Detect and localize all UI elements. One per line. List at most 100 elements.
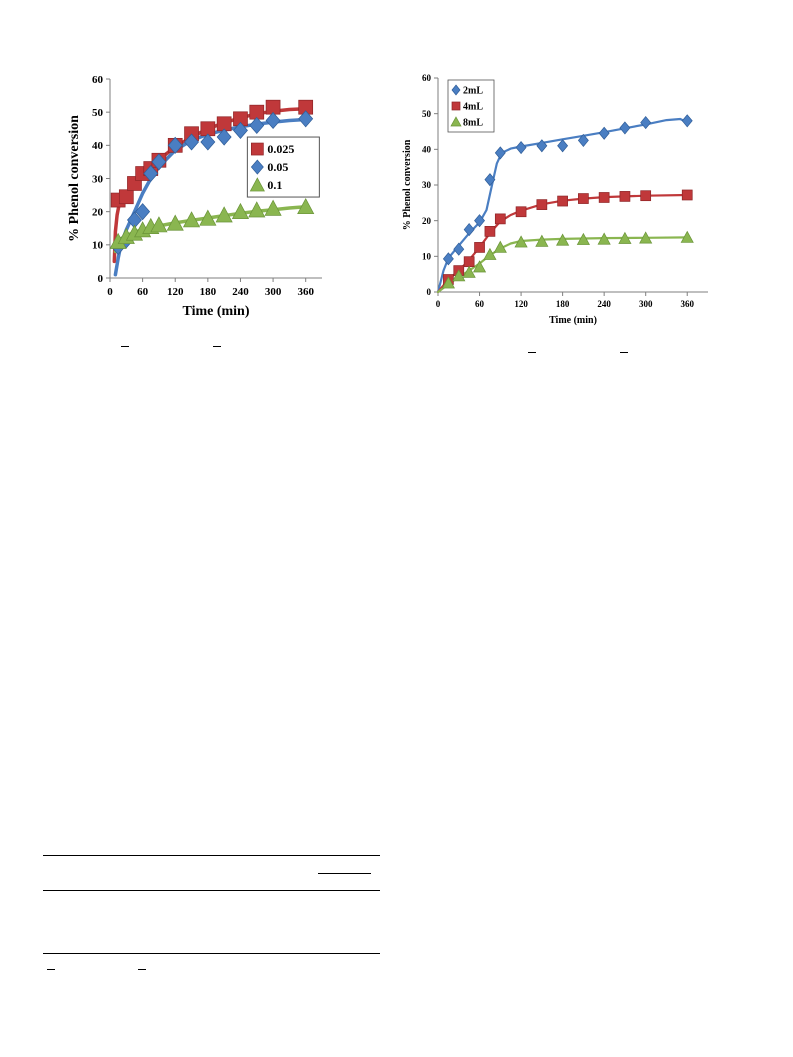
data-point-triangle	[182, 211, 201, 228]
data-point-triangle	[514, 235, 528, 248]
data-point-triangle	[556, 233, 570, 246]
data-point-triangle	[450, 116, 462, 127]
data-point-triangle	[680, 230, 694, 243]
x-tick-label: 120	[514, 299, 528, 309]
data-point-square	[118, 189, 134, 205]
data-point-square	[619, 191, 631, 202]
data-point-diamond	[474, 214, 485, 228]
y-tick-label: 30	[422, 180, 432, 190]
x-tick-label: 300	[265, 286, 282, 298]
data-point-square	[536, 199, 548, 210]
caption-mark	[213, 346, 221, 347]
y-tick-label: 30	[92, 173, 104, 185]
data-point-triangle	[462, 265, 476, 278]
table-header-rule	[43, 890, 380, 891]
caption-mark	[121, 346, 129, 347]
data-point-diamond	[184, 133, 200, 151]
data-point-triangle	[166, 214, 184, 231]
x-tick-label: 60	[475, 299, 485, 309]
data-point-diamond	[249, 116, 265, 134]
y-tick-label: 60	[422, 73, 432, 83]
data-point-triangle	[597, 232, 611, 245]
data-point-triangle	[297, 197, 315, 215]
data-point-triangle	[231, 202, 250, 220]
data-point-diamond	[598, 126, 610, 140]
data-point-diamond	[298, 110, 314, 128]
data-point-triangle	[452, 269, 466, 282]
y-tick-label: 0	[427, 287, 432, 297]
data-point-diamond	[200, 133, 216, 151]
x-tick-label: 240	[232, 286, 249, 298]
x-tick-label: 0	[436, 299, 441, 309]
data-point-diamond	[442, 252, 454, 266]
data-point-diamond	[536, 139, 548, 153]
data-point-triangle	[535, 234, 549, 247]
table-bottom-rule	[43, 953, 380, 954]
data-point-diamond	[216, 128, 232, 146]
data-point-triangle	[441, 276, 455, 289]
x-tick-label: 60	[137, 286, 149, 298]
x-tick-label: 360	[297, 286, 314, 298]
legend-label: 2mL	[463, 86, 483, 97]
data-point-diamond	[151, 153, 167, 171]
legend-label: 4mL	[463, 102, 483, 113]
data-point-diamond	[681, 114, 693, 128]
data-point-triangle	[249, 177, 265, 192]
data-point-diamond	[557, 139, 569, 153]
data-point-square	[463, 256, 475, 268]
x-tick-label: 0	[107, 286, 113, 298]
x-tick-label: 240	[597, 299, 611, 309]
y-tick-label: 10	[92, 240, 104, 252]
data-point-triangle	[215, 206, 233, 223]
data-point-diamond	[453, 242, 465, 256]
data-point-triangle	[472, 260, 487, 273]
data-point-diamond	[143, 164, 159, 183]
data-point-diamond	[250, 159, 264, 175]
data-point-triangle	[150, 216, 168, 233]
x-tick-label: 300	[639, 299, 653, 309]
data-point-square	[474, 242, 485, 253]
data-point-triangle	[618, 231, 632, 244]
data-point-square	[557, 195, 568, 207]
data-point-triangle	[483, 247, 497, 260]
data-point-diamond	[167, 136, 183, 154]
y-tick-label: 60	[92, 74, 104, 86]
y-tick-label: 40	[422, 144, 432, 154]
caption-mark	[528, 352, 536, 353]
data-point-triangle	[264, 199, 282, 216]
chart-phenol-conversion-left: 0 60 120 180 240 300 360 0 10 20 30 40 50 60 Time (min…	[67, 74, 322, 319]
caption-mark	[47, 969, 55, 970]
data-point-square	[484, 226, 496, 237]
data-point-square	[251, 142, 264, 156]
legend-label: 0.05	[267, 160, 288, 174]
chart-phenol-conversion-right: 0 60 120 180 240 300 360 0 10 20 30 40 50 60 Time (min…	[402, 73, 708, 326]
y-axis-title: % Phenol conversion	[402, 139, 413, 230]
data-point-diamond	[577, 133, 589, 147]
data-point-triangle	[576, 232, 590, 245]
data-point-diamond	[463, 223, 475, 237]
data-point-diamond	[451, 84, 461, 96]
x-axis-title: Time (min)	[549, 315, 597, 326]
y-axis-title: % Phenol conversion	[67, 115, 82, 242]
data-point-square	[515, 206, 527, 218]
data-point-triangle	[493, 240, 507, 253]
x-tick-label: 120	[167, 286, 184, 298]
data-point-diamond	[135, 203, 151, 221]
data-point-triangle	[199, 209, 217, 226]
data-point-triangle	[639, 231, 653, 244]
data-point-square	[640, 190, 652, 202]
y-tick-label: 20	[422, 216, 432, 226]
data-point-square	[598, 192, 610, 203]
x-tick-label: 180	[556, 299, 570, 309]
data-point-square	[578, 193, 589, 204]
series-fit-line	[436, 117, 689, 294]
x-tick-label: 180	[200, 286, 217, 298]
table-sub-rule	[318, 873, 371, 874]
data-point-square	[494, 213, 506, 225]
legend-label: 8mL	[463, 118, 483, 129]
data-point-diamond	[265, 111, 281, 129]
data-point-square	[451, 101, 461, 111]
x-tick-label: 360	[680, 299, 694, 309]
x-axis-title: Time (min)	[182, 304, 249, 319]
